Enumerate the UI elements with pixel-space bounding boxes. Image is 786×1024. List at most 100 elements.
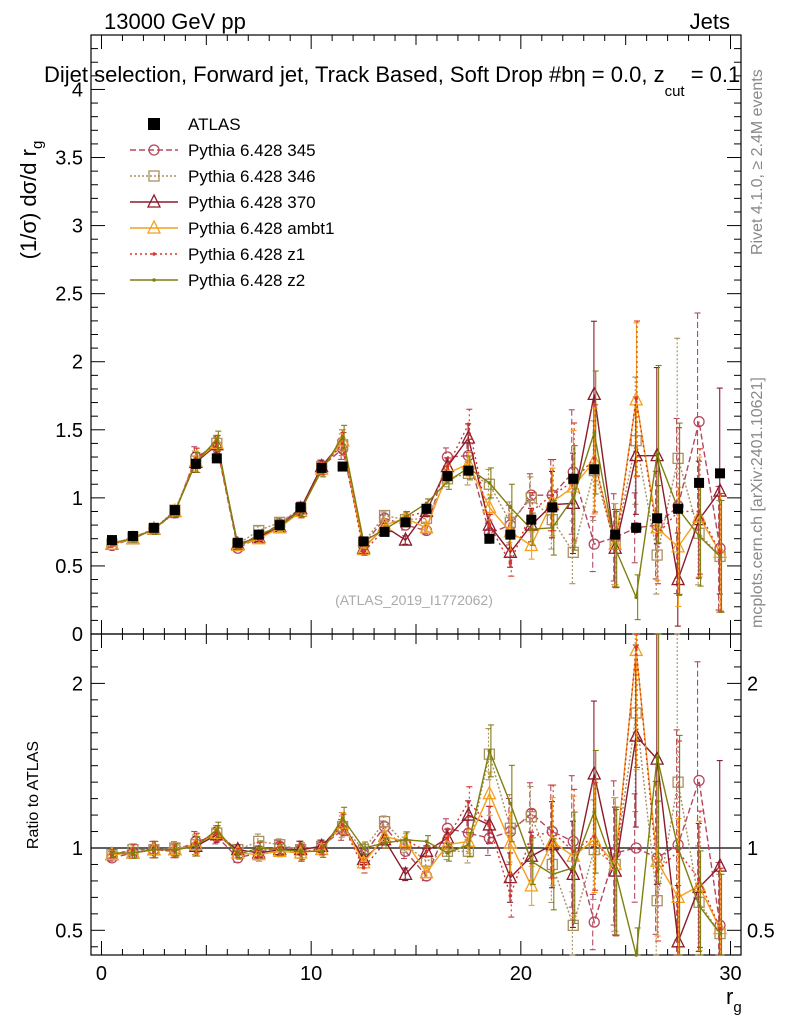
main-point [571, 496, 576, 500]
atlas-data-point [337, 461, 348, 472]
main-point [613, 546, 617, 551]
ratio-point [251, 846, 266, 861]
ratio-point [445, 851, 450, 855]
atlas-data-point [568, 473, 579, 484]
x-tick-label: 30 [719, 963, 741, 985]
ratio-point [235, 852, 240, 857]
legend-marker [146, 219, 162, 234]
legend-entry: Pythia 6.428 ambt1 [130, 219, 334, 238]
ratio-point [194, 841, 198, 845]
main-point [503, 543, 518, 558]
ratio-point [361, 865, 366, 870]
ratio-point [508, 801, 513, 806]
main-point [718, 550, 722, 555]
main-point [466, 422, 471, 427]
category-label: Jets [690, 9, 730, 34]
ratio-series-3 [104, 633, 728, 956]
ratio-point [508, 893, 513, 898]
main-point [634, 595, 638, 600]
main-point [587, 385, 602, 401]
atlas-data-point [673, 503, 684, 514]
ratio-point [676, 846, 680, 850]
ratio-series-1 [106, 633, 726, 956]
ratio-point [571, 849, 576, 854]
main-point [697, 509, 701, 514]
x-tick-label: 0 [96, 963, 107, 985]
ratio-point [487, 823, 492, 827]
plot-title-main: Dijet selection, Forward jet, Track Base… [44, 62, 573, 87]
main-point [215, 437, 219, 442]
ratio-point [194, 844, 198, 849]
ratio-point [215, 831, 219, 835]
ratio-series-line [111, 734, 721, 943]
ratio-point [629, 642, 644, 657]
atlas-data-point [652, 513, 663, 524]
atlas-data-point [211, 453, 222, 464]
main-point [693, 415, 705, 428]
atlas-data-point [694, 477, 705, 488]
legend-label: Pythia 6.428 z1 [188, 245, 305, 264]
legend-label: Pythia 6.428 345 [188, 141, 316, 160]
legend-marker [152, 252, 156, 256]
atlas-data-point [148, 522, 159, 533]
ratio-series-4 [109, 633, 724, 956]
ratio-tick-label: 1 [72, 838, 83, 860]
ratio-tick-label-right: 1 [747, 838, 758, 860]
main-point [697, 534, 701, 538]
y-tick-label: 2.5 [55, 284, 83, 306]
ratio-point [131, 847, 135, 852]
plot-title: Dijet selection, Forward jet, Track Base… [44, 62, 740, 100]
main-point [629, 391, 644, 406]
x-axis-label: rg [726, 984, 742, 1016]
main-point [461, 429, 476, 444]
ratio-series-line [111, 712, 721, 934]
ratio-point [482, 816, 497, 831]
main-point [692, 508, 707, 523]
legend-entry: Pythia 6.428 z2 [130, 271, 305, 290]
ratio-point [424, 849, 429, 854]
ratio-point [482, 785, 497, 800]
energy-label: 13000 GeV pp [104, 9, 246, 34]
ratio-point [424, 839, 429, 844]
main-point [529, 527, 534, 531]
ratio-series-line [111, 748, 721, 956]
atlas-data-point [295, 502, 306, 513]
x-axis-label-text: r [726, 984, 733, 1009]
ratio-point [545, 832, 560, 848]
x-tick-label: 20 [510, 963, 532, 985]
ratio-point [613, 869, 617, 873]
ratio-series-line [111, 650, 721, 929]
atlas-data-point [610, 529, 621, 540]
ratio-point [503, 869, 518, 884]
main-y-ticks: 0 0.5 1 1.5 2 2.5 3 3.5 4 [55, 48, 741, 646]
ratio-tick-label-right: 2 [747, 673, 758, 695]
x-tick-label: 10 [300, 963, 322, 985]
main-point [566, 478, 581, 493]
x-ticks: 0 10 20 30 [96, 35, 742, 985]
y-tick-label: 1.5 [55, 420, 83, 442]
atlas-data-point [547, 502, 558, 513]
ratio-point [655, 869, 659, 873]
ratio-tick-label-right: 0.5 [747, 920, 775, 942]
atlas-data-point [463, 465, 474, 476]
legend-entry: Pythia 6.428 345 [130, 141, 316, 160]
main-point [524, 537, 539, 552]
mcplots-label: mcplots.cern.ch [arXiv:2401.10621] [749, 377, 766, 628]
y-axis-label-main-sub: g [29, 141, 46, 149]
atlas-data-point [127, 530, 138, 541]
atlas-data-point [400, 517, 411, 528]
y-tick-label: 2 [72, 352, 83, 374]
main-point [655, 532, 659, 537]
main-point [655, 452, 659, 457]
ratio-point [466, 800, 471, 804]
y-tick-label: 1 [72, 488, 83, 510]
atlas-data-point [190, 458, 201, 469]
ratio-series-5 [110, 633, 725, 957]
atlas-data-point [442, 471, 453, 482]
legend-label: ATLAS [188, 115, 241, 134]
main-series-line [111, 440, 721, 557]
main-point [487, 481, 492, 485]
x-axis-label-sub: g [733, 999, 741, 1016]
atlas-data-point [505, 529, 516, 540]
atlas-data-point [232, 537, 243, 548]
